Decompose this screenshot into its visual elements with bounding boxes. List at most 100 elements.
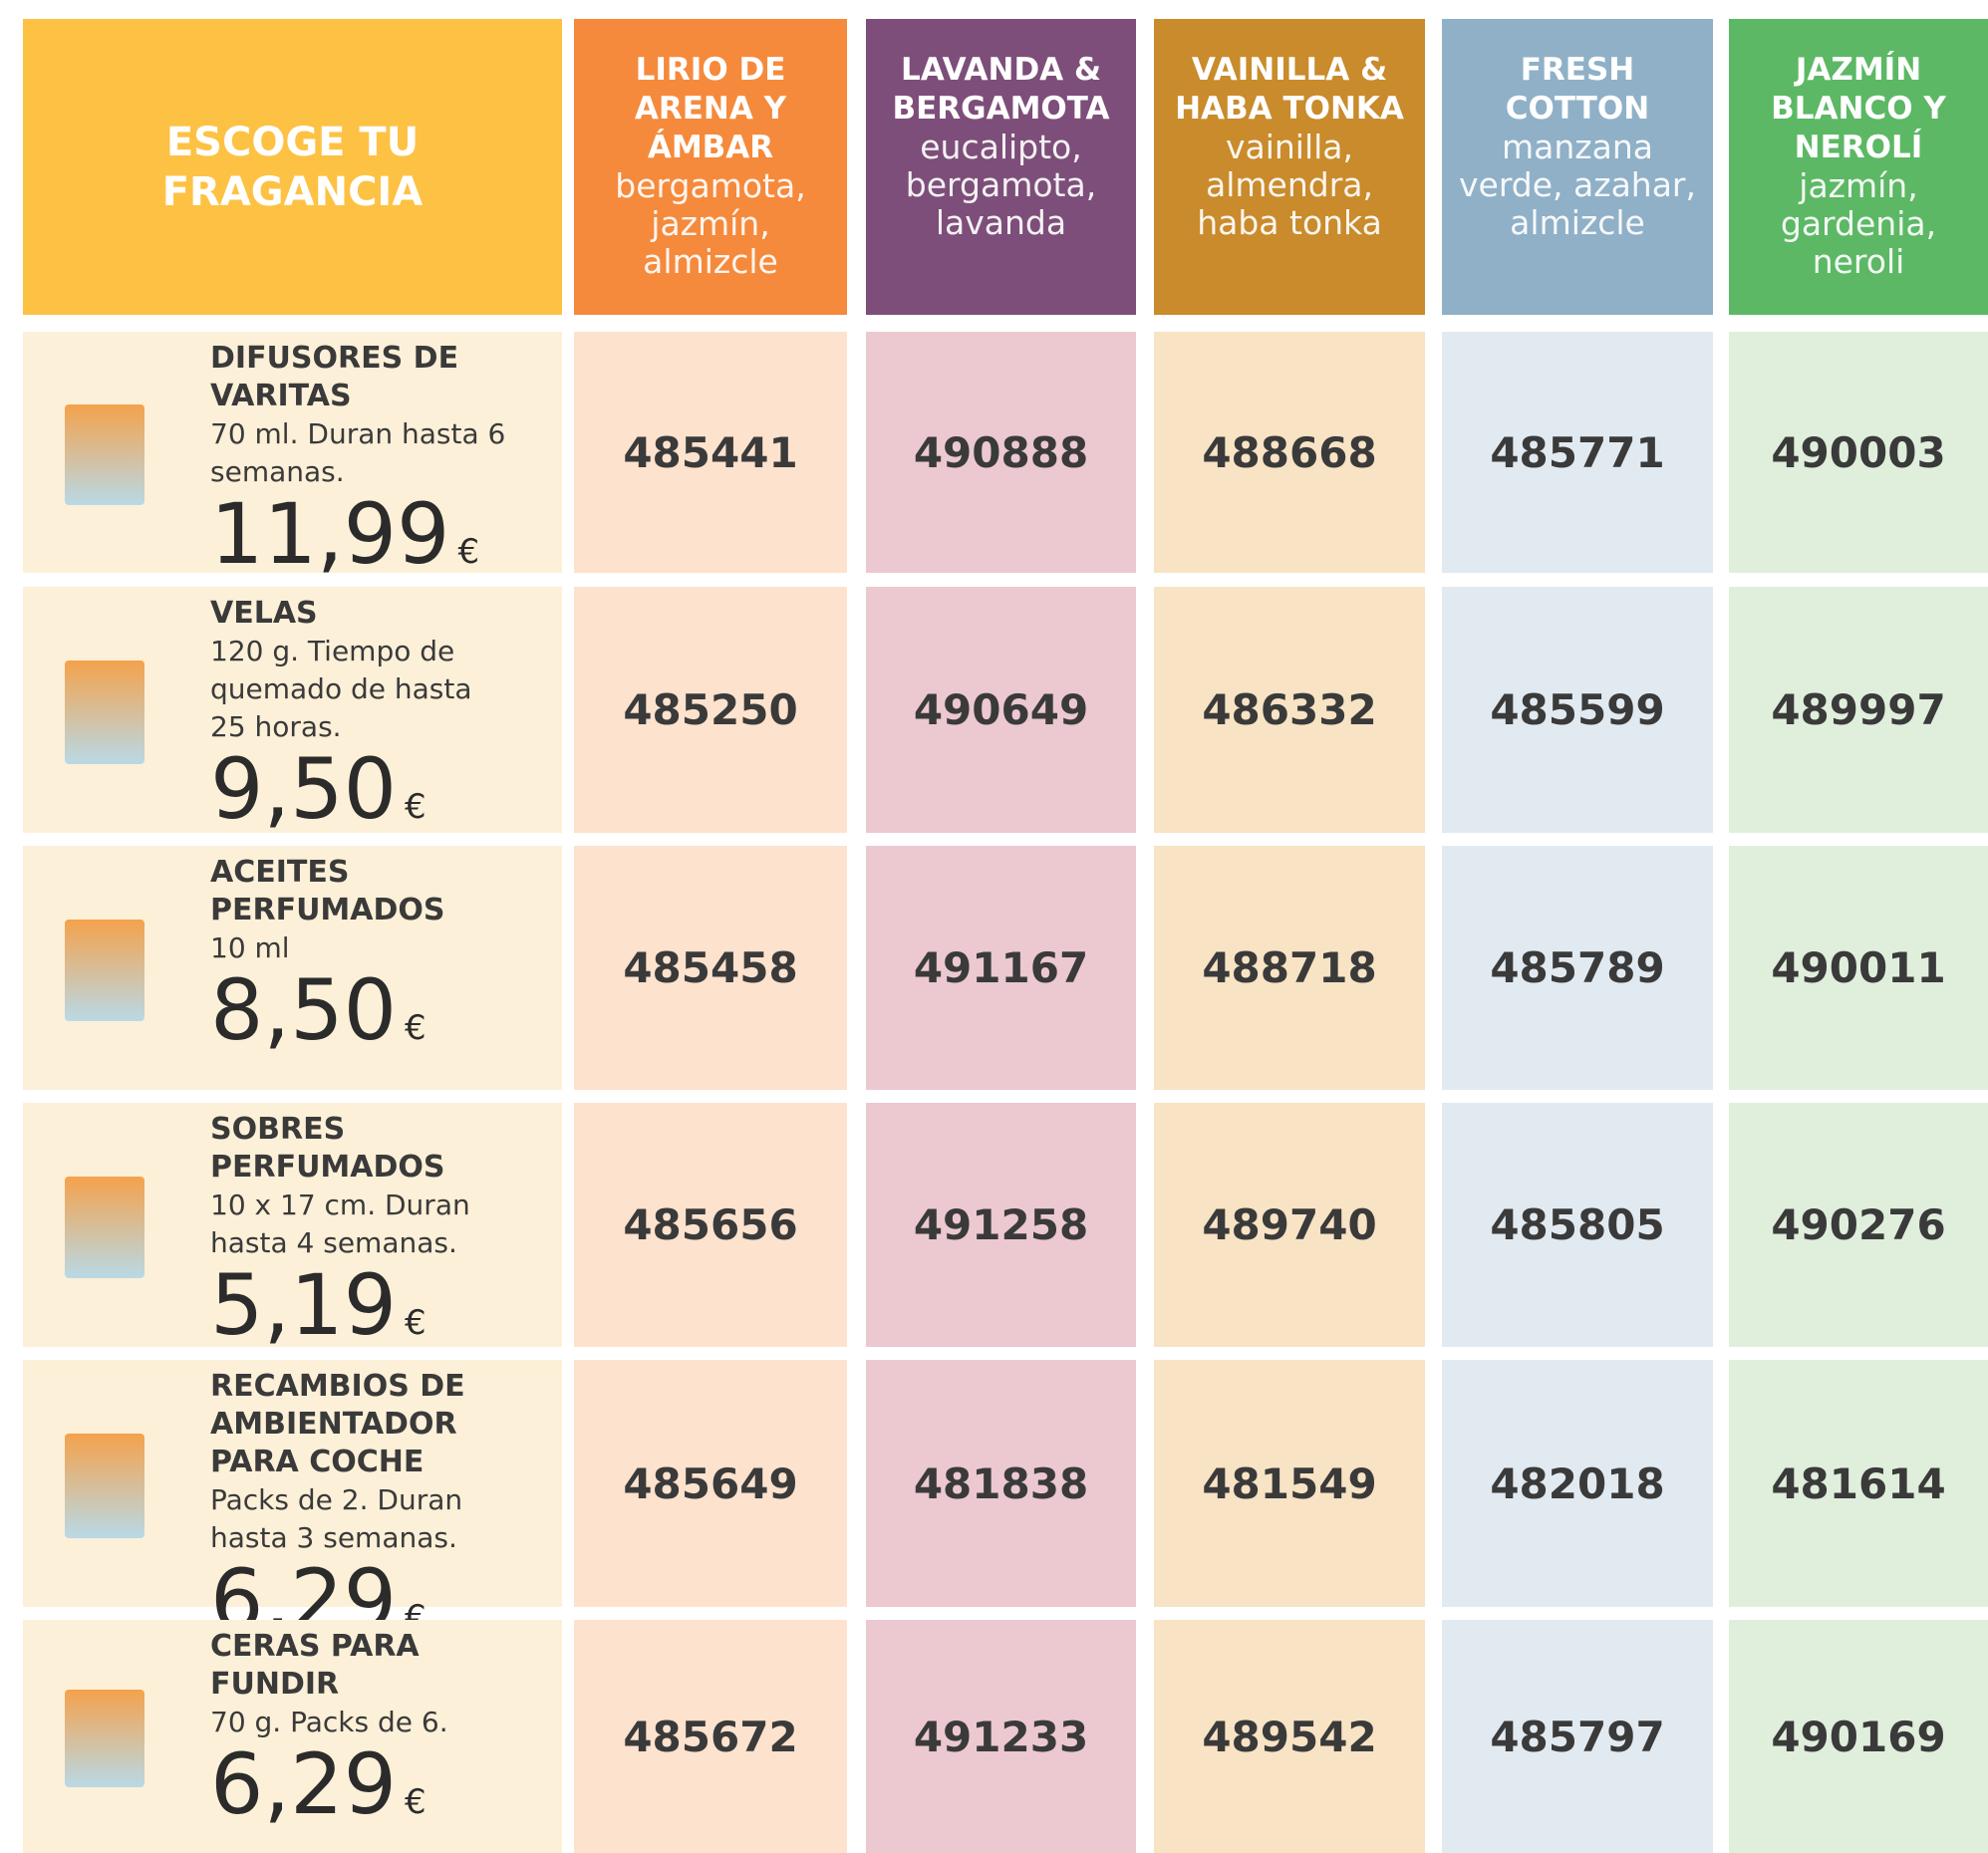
product-code: 490003 — [1771, 428, 1945, 477]
code-cell: 489542 — [1154, 1620, 1425, 1853]
product-image — [65, 1177, 144, 1279]
product-image — [65, 920, 144, 1022]
code-cell: 482018 — [1442, 1360, 1713, 1607]
code-cell: 485599 — [1442, 587, 1713, 833]
fragrance-notes: manzana verde, azahar, almizcle — [1442, 129, 1713, 242]
product-code: 490276 — [1771, 1200, 1945, 1249]
price-amount: 9,50 — [210, 740, 397, 838]
code-cell: 490649 — [866, 587, 1136, 833]
product-price: 8,50€ — [210, 967, 426, 1071]
product-code: 485458 — [623, 943, 797, 992]
product-cell: RECAMBIOS DE AMBIENTADOR PARA COCHEPacks… — [23, 1360, 562, 1607]
product-code: 486332 — [1202, 685, 1376, 734]
code-cell: 485656 — [574, 1103, 847, 1347]
product-code: 485656 — [623, 1200, 797, 1249]
product-code: 491233 — [914, 1713, 1088, 1761]
product-code: 481549 — [1202, 1459, 1376, 1508]
product-image — [65, 404, 144, 506]
fragrance-notes: vainilla, almendra, haba tonka — [1154, 129, 1425, 242]
code-cell: 485771 — [1442, 332, 1713, 573]
code-cell: 486332 — [1154, 587, 1425, 833]
code-cell: 485649 — [574, 1360, 847, 1607]
product-code: 485441 — [623, 428, 797, 477]
code-cell: 490169 — [1729, 1620, 1988, 1853]
product-code: 490649 — [914, 685, 1088, 734]
price-amount: 11,99 — [210, 485, 449, 583]
product-description: Packs de 2. Duran hasta 3 semanas. — [210, 1481, 509, 1557]
product-price: 6,29€ — [210, 1741, 426, 1845]
product-code: 481614 — [1771, 1459, 1945, 1508]
fragrance-name: JAZMÍN BLANCO Y NEROLÍ — [1729, 51, 1988, 167]
code-cell: 485458 — [574, 846, 847, 1090]
code-cell: 481838 — [866, 1360, 1136, 1607]
product-code: 489997 — [1771, 685, 1945, 734]
header-title-cell: ESCOGE TU FRAGANCIA — [23, 19, 562, 315]
product-name: VELAS — [210, 595, 318, 633]
price-currency: € — [457, 532, 479, 572]
product-price: 5,19€ — [210, 1262, 426, 1366]
product-name: RECAMBIOS DE AMBIENTADOR PARA COCHE — [210, 1368, 509, 1481]
code-cell: 490276 — [1729, 1103, 1988, 1347]
product-code: 485649 — [623, 1459, 797, 1508]
code-cell: 481549 — [1154, 1360, 1425, 1607]
product-code: 489740 — [1202, 1200, 1376, 1249]
code-cell: 491233 — [866, 1620, 1136, 1853]
product-image — [65, 661, 144, 764]
header-title: ESCOGE TU FRAGANCIA — [143, 118, 442, 217]
product-name: DIFUSORES DE VARITAS — [210, 340, 509, 415]
fragrance-name: FRESH COTTON — [1442, 51, 1713, 129]
product-code: 490888 — [914, 428, 1088, 477]
code-cell: 481614 — [1729, 1360, 1988, 1607]
product-price: 9,50€ — [210, 746, 426, 850]
code-cell: 485250 — [574, 587, 847, 833]
code-cell: 485797 — [1442, 1620, 1713, 1853]
product-price: 11,99€ — [210, 491, 479, 595]
code-cell: 491167 — [866, 846, 1136, 1090]
product-code: 485789 — [1490, 943, 1664, 992]
product-code: 490169 — [1771, 1713, 1945, 1761]
fragrance-notes: eucalipto, bergamota, lavanda — [866, 129, 1136, 242]
code-cell: 485672 — [574, 1620, 847, 1853]
fragrance-notes: jazmín, gardenia, neroli — [1729, 167, 1988, 281]
code-cell: 485441 — [574, 332, 847, 573]
product-code: 485805 — [1490, 1200, 1664, 1249]
page: ESCOGE TU FRAGANCIA LIRIO DE ARENA Y ÁMBA… — [0, 0, 1988, 1853]
price-currency: € — [405, 787, 426, 827]
fragrance-name: VAINILLA & HABA TONKA — [1154, 51, 1425, 129]
price-currency: € — [405, 1782, 426, 1822]
product-code: 491167 — [914, 943, 1088, 992]
product-code: 485672 — [623, 1713, 797, 1761]
product-code: 485797 — [1490, 1713, 1664, 1761]
fragrance-notes: bergamota, jazmín, almizcle — [574, 167, 847, 281]
product-code: 488668 — [1202, 428, 1376, 477]
code-cell: 485805 — [1442, 1103, 1713, 1347]
product-code: 490011 — [1771, 943, 1945, 992]
product-code: 485250 — [623, 685, 797, 734]
code-cell: 488668 — [1154, 332, 1425, 573]
code-cell: 490888 — [866, 332, 1136, 573]
product-code: 481838 — [914, 1459, 1088, 1508]
code-cell: 490003 — [1729, 332, 1988, 573]
product-description: 70 ml. Duran hasta 6 semanas. — [210, 415, 509, 491]
code-cell: 489997 — [1729, 587, 1988, 833]
product-name: CERAS PARA FUNDIR — [210, 1628, 509, 1704]
product-code: 491258 — [914, 1200, 1088, 1249]
product-image — [65, 1690, 144, 1787]
code-cell: 491258 — [866, 1103, 1136, 1347]
product-description: 10 x 17 cm. Duran hasta 4 semanas. — [210, 1187, 509, 1262]
price-currency: € — [405, 1008, 426, 1048]
code-cell: 490011 — [1729, 846, 1988, 1090]
product-name: SOBRES PERFUMADOS — [210, 1111, 509, 1187]
product-code: 488718 — [1202, 943, 1376, 992]
product-code: 489542 — [1202, 1713, 1376, 1761]
price-amount: 6,29 — [210, 1735, 397, 1833]
